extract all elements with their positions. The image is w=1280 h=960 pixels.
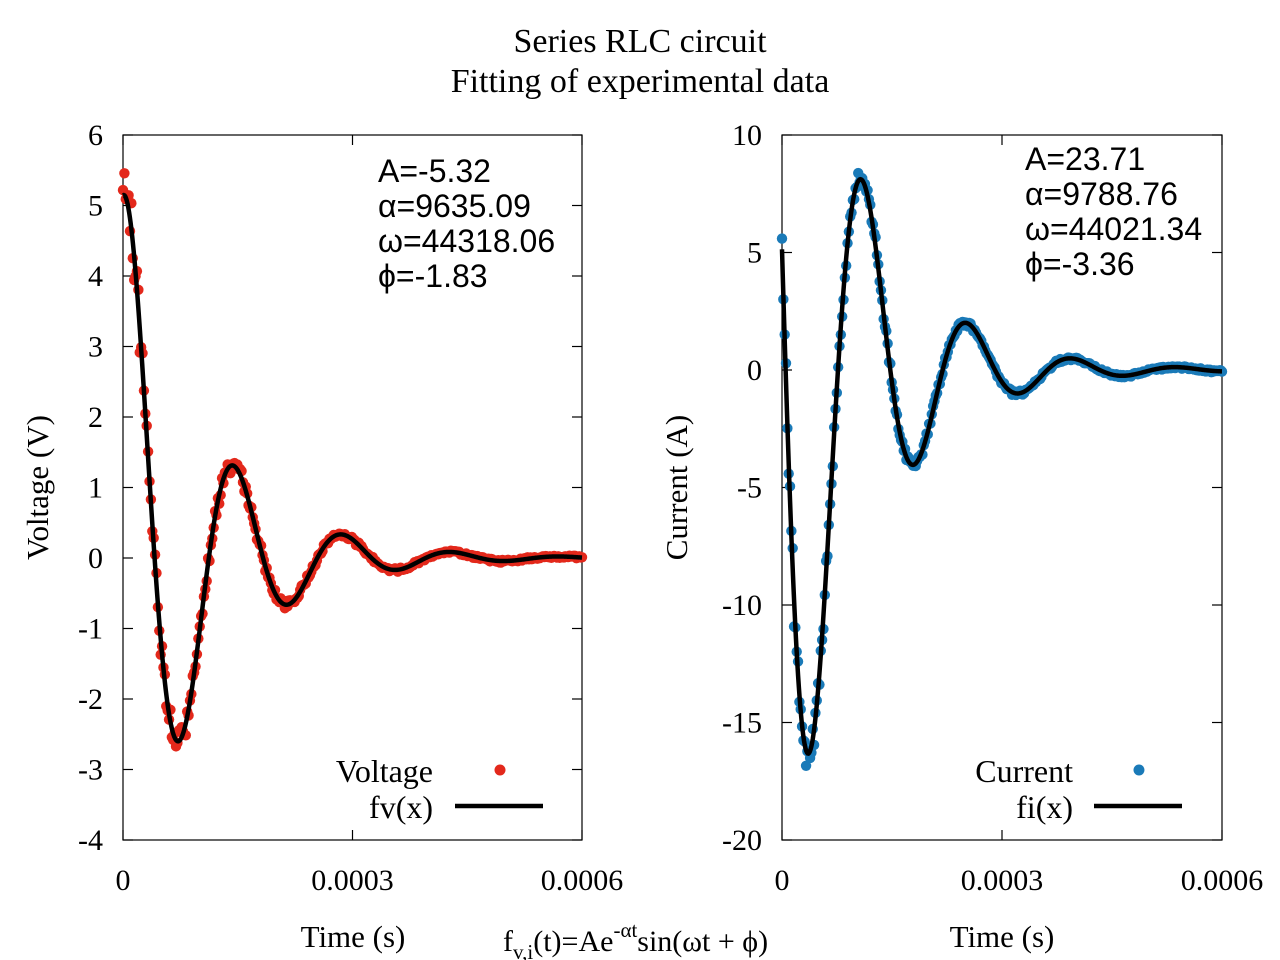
- y-axis-label: Voltage (V): [20, 415, 55, 560]
- legend-marker-points: [494, 764, 506, 776]
- chart-title-line2: Fitting of experimental data: [451, 63, 830, 100]
- x-tick-label: 0: [116, 864, 131, 897]
- y-tick-label: 5: [88, 190, 103, 223]
- data-point: [1216, 366, 1228, 377]
- y-tick-label: 5: [747, 237, 762, 270]
- legend-label-points: Current: [975, 753, 1073, 789]
- y-tick-label: -5: [737, 472, 762, 505]
- y-tick-label: -10: [722, 589, 762, 622]
- legend-label-fit: fi(x): [1016, 789, 1073, 825]
- data-point: [776, 233, 788, 244]
- y-tick-label: 4: [88, 260, 103, 293]
- y-tick-label: 0: [88, 542, 103, 575]
- y-tick-label: 6: [88, 119, 103, 152]
- x-tick-label: 0.0006: [1181, 864, 1264, 897]
- formula-main: (t)=Ae: [533, 925, 613, 958]
- x-axis-label: Time (s): [950, 919, 1055, 954]
- formula-suffix: sin(ωt + ϕ): [637, 925, 768, 958]
- y-tick-label: -1: [78, 613, 103, 646]
- x-tick-label: 0.0006: [541, 864, 624, 897]
- legend-label-fit: fv(x): [369, 789, 433, 825]
- fit-parameter: α=9788.76: [1025, 176, 1178, 212]
- y-tick-label: 0: [747, 354, 762, 387]
- fit-parameter: ω=44318.06: [378, 223, 555, 259]
- legend-label-points: Voltage: [336, 753, 433, 789]
- data-point: [800, 760, 812, 771]
- fit-line: [121, 192, 583, 744]
- y-tick-label: 10: [732, 119, 762, 152]
- y-tick-label: -15: [722, 707, 762, 740]
- x-tick-label: 0: [775, 864, 790, 897]
- fit-formula: fv,i(t)=Ae-αtsin(ωt + ϕ): [503, 918, 768, 960]
- current-panel: 10 5 0 -5 -10 -15 -20 0 0.0003 0.0006 Time (s) Curr…: [659, 119, 1263, 954]
- formula-subscript: v,i: [513, 940, 533, 960]
- y-tick-label: -20: [722, 824, 762, 857]
- chart-title-line1: Series RLC circuit: [513, 23, 767, 60]
- x-tick-label: 0.0003: [311, 864, 394, 897]
- fit-line: [779, 176, 1223, 756]
- fit-parameter: ϕ=-3.36: [1025, 246, 1135, 282]
- y-tick-label: -4: [78, 824, 103, 857]
- y-tick-label: -3: [78, 754, 103, 787]
- x-axis-label: Time (s): [301, 919, 406, 954]
- fit-parameter: A=23.71: [1025, 141, 1145, 177]
- y-tick-label: 1: [88, 472, 103, 505]
- fit-parameter: α=9635.09: [378, 188, 531, 224]
- formula-prefix: f: [503, 925, 513, 958]
- fit-parameter: ω=44021.34: [1025, 211, 1202, 247]
- x-tick-label: 0.0003: [961, 864, 1044, 897]
- y-axis-label: Current (A): [659, 415, 694, 560]
- data-point: [119, 168, 130, 179]
- fit-parameter: A=-5.32: [378, 153, 491, 189]
- y-tick-label: 2: [88, 401, 103, 434]
- fit-parameter: ϕ=-1.83: [378, 258, 488, 294]
- formula-superscript: -αt: [613, 918, 637, 942]
- y-tick-label: 3: [88, 331, 103, 364]
- voltage-panel: 6 5 4 3 2 1 0 -1 -2 -3 -4 0 0.0003 0.0006 Time (s) Volt…: [20, 119, 623, 954]
- y-tick-label: -2: [78, 683, 103, 716]
- legend-marker-points: [1133, 764, 1145, 776]
